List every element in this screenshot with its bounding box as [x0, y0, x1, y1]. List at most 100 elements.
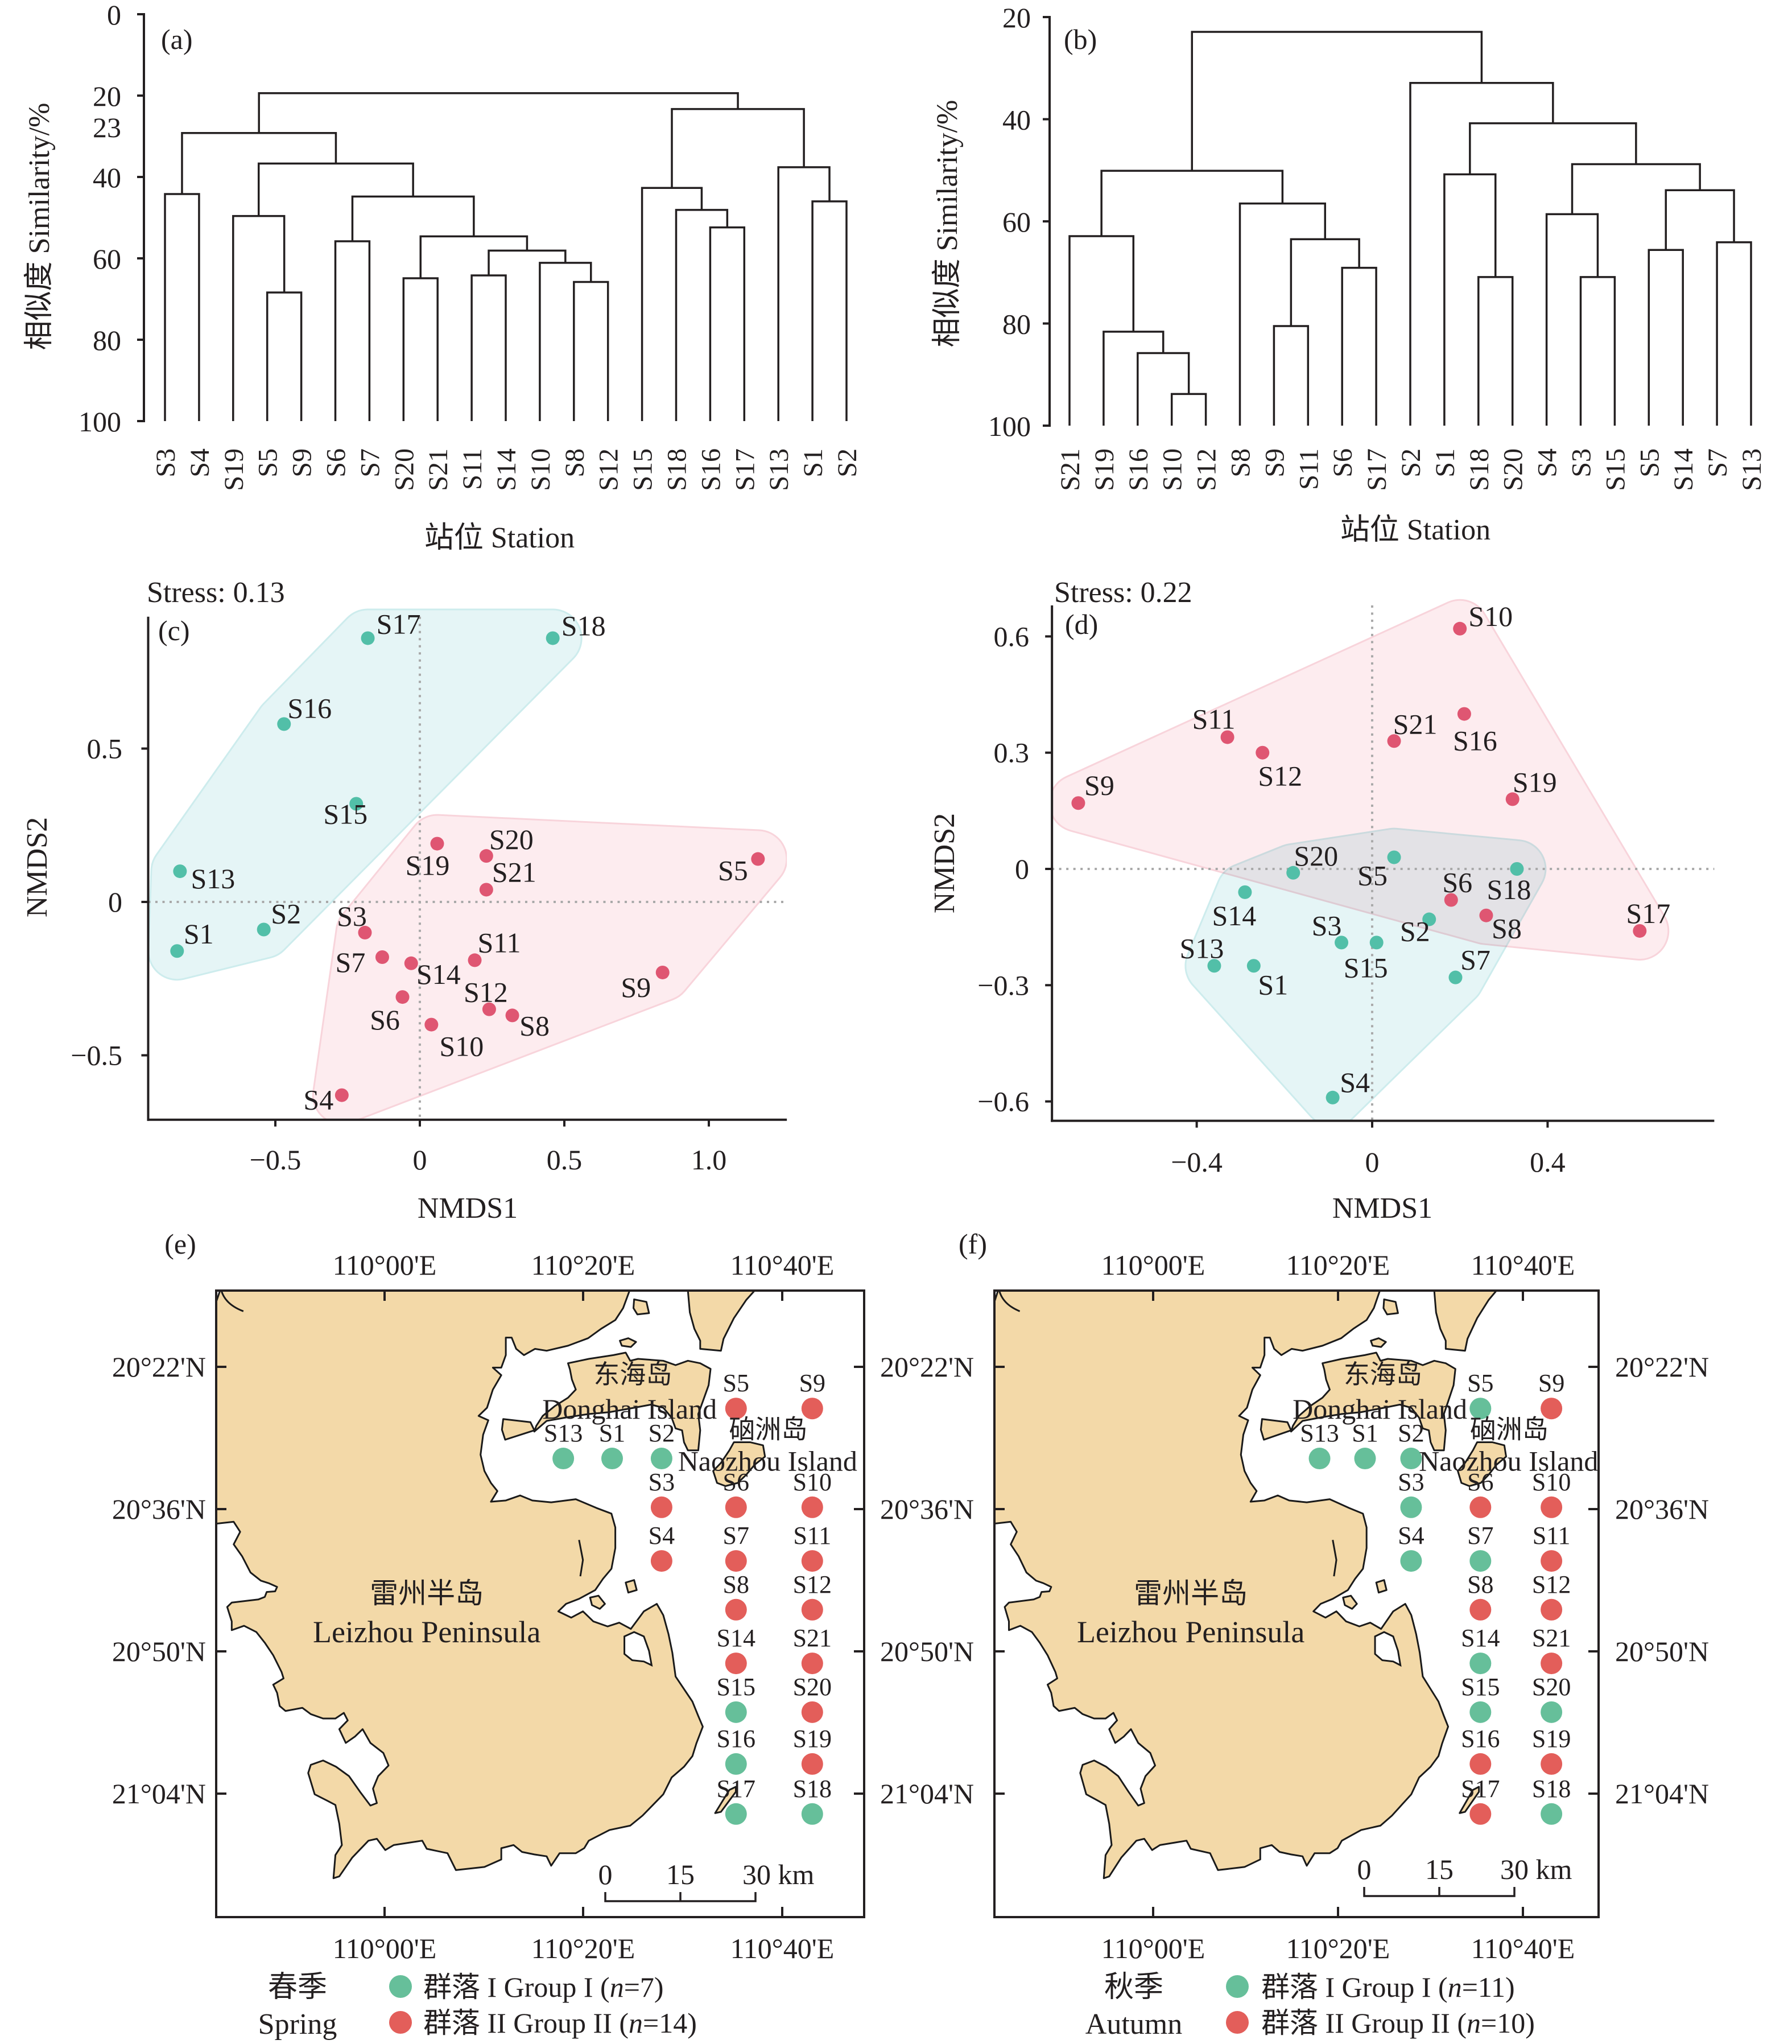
station-marker — [801, 1803, 823, 1825]
panel-c-nmds: −0.5 0 0.5 1.0 −0.5 0 0.5 S17 S18 S16 S15 S13 S2 S1 S1… — [21, 576, 787, 1225]
panel-a-dendrogram: (a) 相似度 Similarity/% 站位 Station 0 20 40 60 8… — [23, 0, 862, 554]
x-tick-label: 0 — [413, 1144, 427, 1176]
lon-label-top: 110°20'E — [1286, 1249, 1390, 1281]
legend-marker — [1226, 1975, 1249, 1998]
x-tick-label: 0.4 — [1530, 1146, 1566, 1178]
station-marker — [1308, 1448, 1331, 1470]
group-II-hull — [312, 814, 787, 1120]
station-marker — [725, 1598, 747, 1621]
y-axis-title: NMDS2 — [21, 817, 53, 917]
x-axis-title: NMDS1 — [1332, 1192, 1432, 1225]
leaf-label: S1 — [1430, 448, 1460, 477]
hull-fill — [313, 815, 786, 1120]
data-point — [1479, 908, 1493, 922]
leaf-label: S9 — [1260, 448, 1290, 477]
leaf-label: S2 — [832, 448, 862, 477]
dendrogram-link — [351, 195, 475, 241]
lat-label-right: 21°04'N — [1615, 1778, 1709, 1810]
panel-b-dendrogram: (b) 相似度 Similarity/% 站位 Station 20 40 60 80… — [931, 2, 1767, 546]
point-label: S8 — [1492, 913, 1522, 945]
point-label: S11 — [478, 926, 521, 958]
station-marker — [1469, 1701, 1492, 1723]
dendrogram-link — [1579, 276, 1616, 426]
point-label: S15 — [1344, 951, 1388, 983]
southern-islet-land — [1460, 1787, 1479, 1813]
data-point — [468, 953, 482, 967]
panel-label: (d) — [1065, 608, 1098, 640]
data-point — [1238, 885, 1252, 899]
season-label-en: Autumn — [1085, 2008, 1182, 2041]
data-point — [1422, 912, 1436, 926]
station-marker — [725, 1803, 747, 1825]
coast-line — [999, 1291, 1019, 1311]
data-point — [1256, 745, 1270, 760]
station-marker — [1469, 1398, 1492, 1420]
donghai-island-land — [1291, 1353, 1455, 1450]
station-marker — [650, 1550, 672, 1572]
y-axis-title: NMDS2 — [928, 813, 961, 913]
data-point — [335, 1088, 349, 1102]
x-tick-label: 0.5 — [547, 1144, 583, 1176]
dendrogram-link — [1571, 163, 1701, 215]
dendrogram-link — [811, 200, 848, 421]
data-point — [1207, 959, 1221, 973]
station-marker — [1541, 1598, 1563, 1621]
station-label: S3 — [1398, 1468, 1424, 1496]
legend-group-text: 群落 II Group II ( — [423, 2007, 629, 2039]
leizhou-peninsula-land — [994, 1291, 1448, 1878]
point-label: S20 — [489, 823, 534, 855]
data-point — [482, 1002, 496, 1016]
data-point — [751, 852, 765, 866]
leaf-label: S21 — [423, 448, 453, 491]
group-I-hull — [1184, 827, 1547, 1121]
point-label: S10 — [1468, 600, 1513, 632]
dendrogram-link — [266, 291, 303, 421]
lat-label-right: 20°22'N — [880, 1351, 974, 1383]
point-label: S6 — [370, 1004, 400, 1036]
leaf-label: S6 — [321, 448, 352, 477]
leaf-label: S9 — [287, 448, 317, 477]
data-point — [1246, 959, 1261, 973]
station-label: S20 — [793, 1673, 832, 1701]
point-label: S17 — [1626, 897, 1670, 929]
scale-bar-label: 0 — [598, 1858, 613, 1890]
leaf-label: S13 — [764, 448, 794, 491]
point-label: S2 — [271, 898, 301, 930]
leaf-label: S12 — [1192, 448, 1222, 491]
data-point — [395, 990, 410, 1004]
leaf-label: S10 — [526, 448, 556, 491]
station-label: S5 — [1467, 1369, 1493, 1397]
station-label: S12 — [793, 1571, 832, 1598]
y-tick-label: −0.3 — [977, 969, 1029, 1001]
dendrogram-link — [1443, 173, 1497, 426]
season-label-cn: 春季 — [268, 1971, 327, 2004]
dendrogram-link — [232, 215, 286, 421]
leaf-label: S5 — [1634, 448, 1665, 477]
data-point — [349, 797, 364, 811]
stress-annotation: Stress: 0.22 — [1054, 576, 1192, 609]
leaf-label: S15 — [628, 448, 658, 491]
legend-marker — [1226, 2011, 1249, 2034]
southern-islet-land — [715, 1787, 736, 1813]
legend-n-value: =10) — [1481, 2007, 1535, 2039]
data-point — [479, 883, 493, 897]
data-point — [358, 925, 372, 939]
leaf-label: S5 — [253, 448, 283, 477]
point-label: S14 — [1212, 900, 1257, 932]
data-point — [1369, 936, 1384, 950]
lon-label-top: 110°00'E — [1101, 1249, 1205, 1281]
north-shore-land — [1434, 1291, 1496, 1351]
season-label-cn: 秋季 — [1104, 1971, 1163, 2004]
season-label-en: Spring — [258, 2008, 337, 2041]
dendrogram-link — [1103, 331, 1165, 426]
coastline-layer — [994, 1291, 1506, 1878]
dendrogram-link — [641, 187, 703, 421]
lon-label-bottom: 110°00'E — [1101, 1932, 1205, 1964]
y-tick-label: 0 — [1015, 853, 1029, 885]
data-point — [1453, 621, 1467, 636]
lon-label-bottom: 110°40'E — [730, 1932, 835, 1964]
leaf-label: S7 — [1703, 448, 1733, 477]
y-tick-label: 40 — [1002, 104, 1031, 136]
y-tick-label: 20 — [93, 80, 121, 112]
station-marker — [1469, 1652, 1492, 1675]
